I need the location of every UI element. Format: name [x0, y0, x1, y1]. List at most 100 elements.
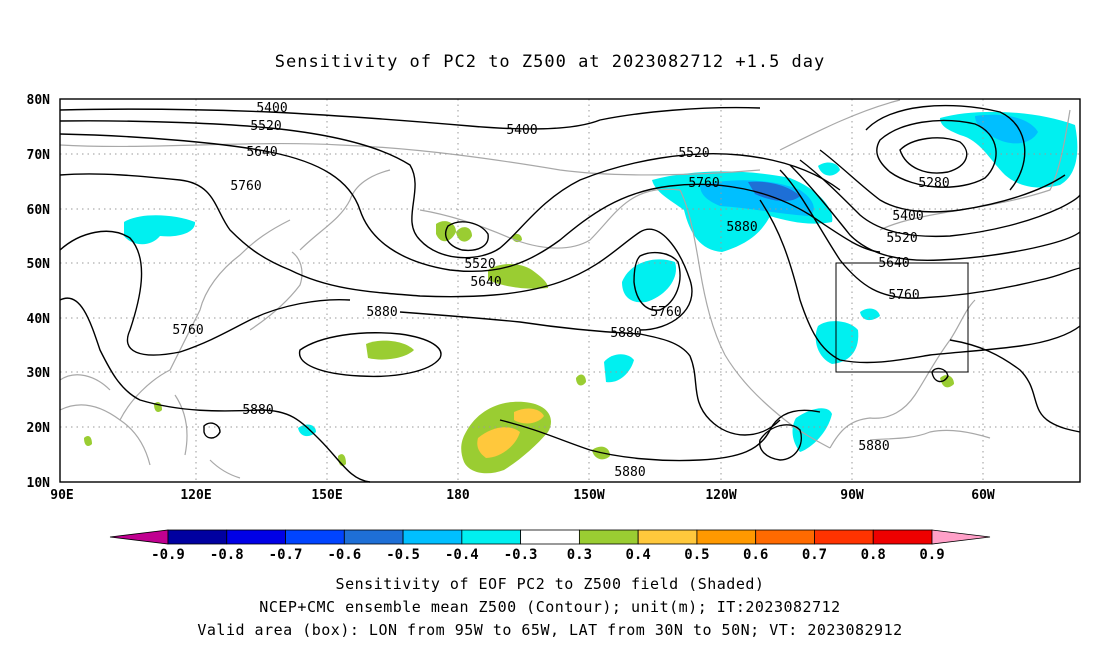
- contour-label: 5520: [250, 119, 281, 134]
- coastline-east-asia: [59, 219, 291, 466]
- shade-pos-region: [456, 227, 472, 242]
- footer-line-1: Sensitivity of EOF PC2 to Z500 field (Sh…: [336, 575, 765, 593]
- contour-label: 5760: [230, 179, 261, 194]
- sensitivity-shading: [84, 111, 1078, 474]
- colorbar-label: -0.5: [386, 547, 420, 563]
- shade-neg-region: [124, 215, 196, 245]
- colorbar-bin: [285, 529, 345, 545]
- contour-5880-cutoff-ring: [931, 367, 949, 383]
- shade-neg-region: [604, 354, 634, 383]
- coastline-kamchatka: [299, 169, 391, 251]
- lat-tick-label: 50N: [27, 257, 51, 272]
- colorbar-label: 0.9: [919, 547, 944, 563]
- contour-label: 5400: [256, 101, 287, 116]
- lat-axis-labels: 80N 70N 60N 50N 40N 30N 20N 10N: [27, 93, 51, 491]
- shade-neg-region: [860, 308, 880, 321]
- contour-label: 5760: [688, 176, 719, 191]
- contour-5880-atlantic: [949, 339, 1081, 433]
- colorbar-label: 0.4: [626, 547, 651, 563]
- contour-5760-east: [779, 169, 1081, 299]
- colorbar-label: -0.6: [327, 547, 361, 563]
- contour-5880-east: [759, 199, 1081, 364]
- colorbar-bin: [872, 529, 933, 545]
- lat-lon-grid: [60, 99, 1080, 482]
- contour-label: 5280: [918, 176, 949, 191]
- colorbar-bin: [402, 529, 463, 545]
- shade-pos-region: [576, 374, 586, 386]
- colorbar-label: 0.3: [567, 547, 592, 563]
- footer-line-2: NCEP+CMC ensemble mean Z500 (Contour); u…: [259, 598, 840, 616]
- contour-5400-east: [819, 149, 1066, 213]
- shade-pos-region: [488, 264, 548, 289]
- colorbar-label: -0.8: [210, 547, 244, 563]
- colorbar-bin: [167, 529, 228, 545]
- lat-tick-label: 40N: [27, 312, 51, 327]
- colorbar-label: 0.6: [743, 547, 768, 563]
- coastlines: [59, 99, 1071, 479]
- lon-tick-label: 120E: [180, 488, 211, 503]
- lat-tick-label: 80N: [27, 93, 51, 108]
- contour-5400-west: [59, 106, 761, 130]
- contour-5520-west: [59, 120, 841, 259]
- contour-label: 5400: [892, 209, 923, 224]
- lat-tick-label: 10N: [27, 476, 51, 491]
- lon-tick-label: 180: [446, 488, 470, 503]
- colorbar-bin: [578, 529, 639, 545]
- contour-5520-closed-low: [444, 221, 489, 252]
- lon-tick-label: 90W: [840, 488, 864, 503]
- lat-tick-label: 20N: [27, 421, 51, 436]
- shade-neg-region: [815, 321, 859, 364]
- contour-label: 5640: [470, 275, 501, 290]
- shade-pos-region: [84, 436, 92, 446]
- lon-tick-label: 120W: [705, 488, 736, 503]
- shade-neg-region: [792, 408, 832, 452]
- colorbar-label: -0.4: [445, 547, 479, 563]
- contour-label: 5400: [506, 123, 537, 138]
- contour-label: 5520: [464, 257, 495, 272]
- coastline-arctic: [59, 142, 761, 176]
- contour-5280-outer: [876, 119, 997, 188]
- contour-5640-east: [789, 164, 1081, 262]
- map-panel: 5400 5520 5640 5760 5400 5520 5760 5880 …: [59, 98, 1081, 483]
- colorbar-bin: [696, 529, 757, 545]
- contour-label: 5880: [726, 220, 757, 235]
- contour-5520-east: [799, 159, 1081, 238]
- lon-tick-label: 150W: [573, 488, 604, 503]
- colorbar-bin: [814, 529, 874, 545]
- contour-label: 5760: [172, 323, 203, 338]
- coastline-japan: [249, 251, 303, 331]
- colorbar-bin: [343, 529, 404, 545]
- footer-line-3: Valid area (box): LON from 95W to 65W, L…: [197, 621, 902, 639]
- contour-5760-pac-low: [633, 251, 681, 311]
- contour-labels: 5400 5520 5640 5760 5400 5520 5760 5880 …: [172, 101, 949, 480]
- contour-label: 5520: [678, 146, 709, 161]
- contour-5880-small-ring: [203, 422, 221, 439]
- colorbar-bin: [226, 529, 286, 545]
- contour-label: 5640: [878, 256, 909, 271]
- contour-label: 5880: [366, 305, 397, 320]
- contour-5880-ring: [298, 332, 442, 378]
- colorbar-label: -0.9: [151, 547, 185, 563]
- contour-label: 5760: [650, 305, 681, 320]
- contour-label: 5880: [858, 439, 889, 454]
- contour-5760-west: [59, 173, 693, 331]
- shade-pos-region: [940, 375, 954, 388]
- colorbar-bin: [520, 529, 580, 545]
- map-title: Sensitivity of PC2 to Z500 at 2023082712…: [275, 52, 826, 72]
- shade-pos-region: [514, 408, 544, 424]
- lon-tick-label: 90E: [50, 488, 73, 503]
- lon-tick-label: 60W: [971, 488, 995, 503]
- map-frame: [59, 98, 1081, 483]
- colorbar-label: 0.7: [802, 547, 827, 563]
- colorbar-extend-low: [109, 529, 169, 545]
- colorbar-extend-high: [931, 529, 991, 545]
- contour-5880-west: [59, 297, 371, 483]
- lon-axis-labels: 90E 120E 150E 180 150W 120W 90W 60W: [50, 488, 995, 503]
- contour-5640-west: [59, 133, 881, 273]
- contour-5400-outer-ring: [865, 104, 1026, 191]
- contour-5880-caribbean: [759, 424, 802, 461]
- colorbar-bin: [755, 529, 815, 545]
- lon-tick-label: 150E: [311, 488, 342, 503]
- contour-5760-loop: [59, 230, 351, 356]
